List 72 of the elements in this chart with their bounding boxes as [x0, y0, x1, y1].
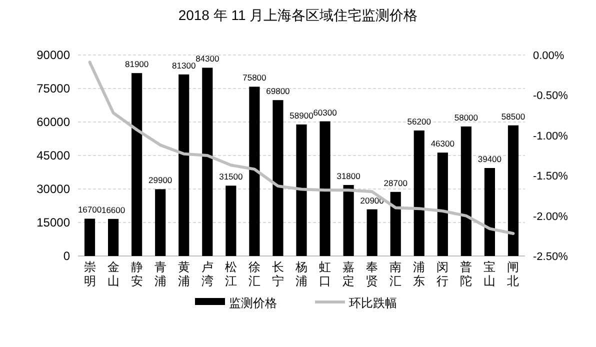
y-tick-label: 0 — [63, 249, 70, 263]
x-tick-label: 青浦 — [154, 260, 166, 288]
bar — [437, 152, 448, 256]
x-tick-label: 静安 — [130, 260, 143, 288]
data-label: 81900 — [124, 59, 149, 70]
bar — [272, 100, 284, 256]
y-tick-label: 75000 — [36, 82, 70, 96]
data-label: 81300 — [172, 60, 196, 70]
bar — [226, 186, 236, 256]
x-tick-label: 长宁 — [272, 260, 284, 288]
data-label: 60300 — [313, 107, 338, 118]
bar — [508, 125, 519, 256]
data-label: 31800 — [336, 170, 361, 181]
data-label: 58000 — [454, 112, 478, 122]
data-label: 16700 — [78, 204, 102, 215]
y2-tick-label: 0.00% — [533, 50, 564, 62]
bar — [320, 121, 330, 256]
x-tick-label: 浦东 — [413, 260, 426, 288]
y-tick-label: 30000 — [36, 182, 70, 196]
y2-tick-label: -1.00% — [533, 130, 568, 142]
bar — [202, 68, 213, 256]
data-label: 58500 — [501, 111, 526, 122]
x-tick-label: 闵行 — [436, 260, 449, 288]
y2-tick-label: -1.50% — [533, 170, 568, 183]
bar — [249, 86, 260, 256]
bar — [178, 74, 190, 256]
bar — [414, 130, 424, 256]
bar — [155, 189, 166, 256]
data-label: 39400 — [478, 154, 502, 164]
data-label: 56200 — [407, 116, 432, 126]
bar — [343, 184, 354, 256]
bar — [484, 168, 496, 256]
x-tick-label: 嘉定 — [342, 260, 355, 288]
x-tick-label: 黄浦 — [178, 260, 190, 288]
y2-tick-label: -2.50% — [533, 251, 568, 263]
bar — [366, 209, 378, 256]
y-tick-label: 60000 — [36, 115, 70, 129]
bar — [296, 124, 307, 256]
x-tick-label: 宝山 — [484, 260, 496, 288]
bar — [390, 192, 401, 256]
legend-label: 环比跌幅 — [349, 296, 397, 310]
data-label: 28700 — [384, 178, 408, 188]
x-tick-label: 虹口 — [319, 260, 332, 288]
y-tick-label: 15000 — [36, 216, 70, 230]
y-tick-label: 90000 — [36, 48, 70, 62]
x-tick-label: 金山 — [107, 260, 120, 288]
bar — [108, 218, 119, 256]
bar — [132, 73, 142, 256]
x-tick-label: 杨浦 — [294, 260, 308, 288]
legend-label: 监测价格 — [229, 296, 277, 310]
data-label: 84300 — [196, 54, 220, 64]
x-tick-label: 普陀 — [460, 260, 472, 288]
x-tick-label: 卢湾 — [201, 260, 214, 288]
bar — [84, 218, 96, 256]
data-label: 46300 — [430, 138, 455, 149]
x-tick-label: 南汇 — [390, 260, 402, 288]
chart-title: 2018 年 11 月上海各区域住宅监测价格 — [178, 7, 418, 23]
data-label: 69800 — [266, 86, 290, 96]
x-tick-label: 徐汇 — [248, 260, 260, 288]
x-tick-label: 崇明 — [84, 260, 96, 288]
x-tick-label: 松江 — [224, 260, 237, 288]
data-label: 31500 — [219, 172, 244, 182]
y2-tick-label: -0.50% — [533, 90, 568, 102]
data-label: 75800 — [242, 72, 267, 83]
bar — [460, 126, 472, 256]
x-tick-label: 闸北 — [507, 260, 520, 288]
data-label: 58900 — [290, 110, 314, 120]
data-label: 16600 — [101, 204, 126, 215]
y-tick-label: 45000 — [36, 148, 70, 162]
x-tick-label: 奉贤 — [366, 260, 378, 288]
data-label: 29900 — [148, 175, 172, 186]
y2-tick-label: -2.00% — [533, 210, 568, 223]
